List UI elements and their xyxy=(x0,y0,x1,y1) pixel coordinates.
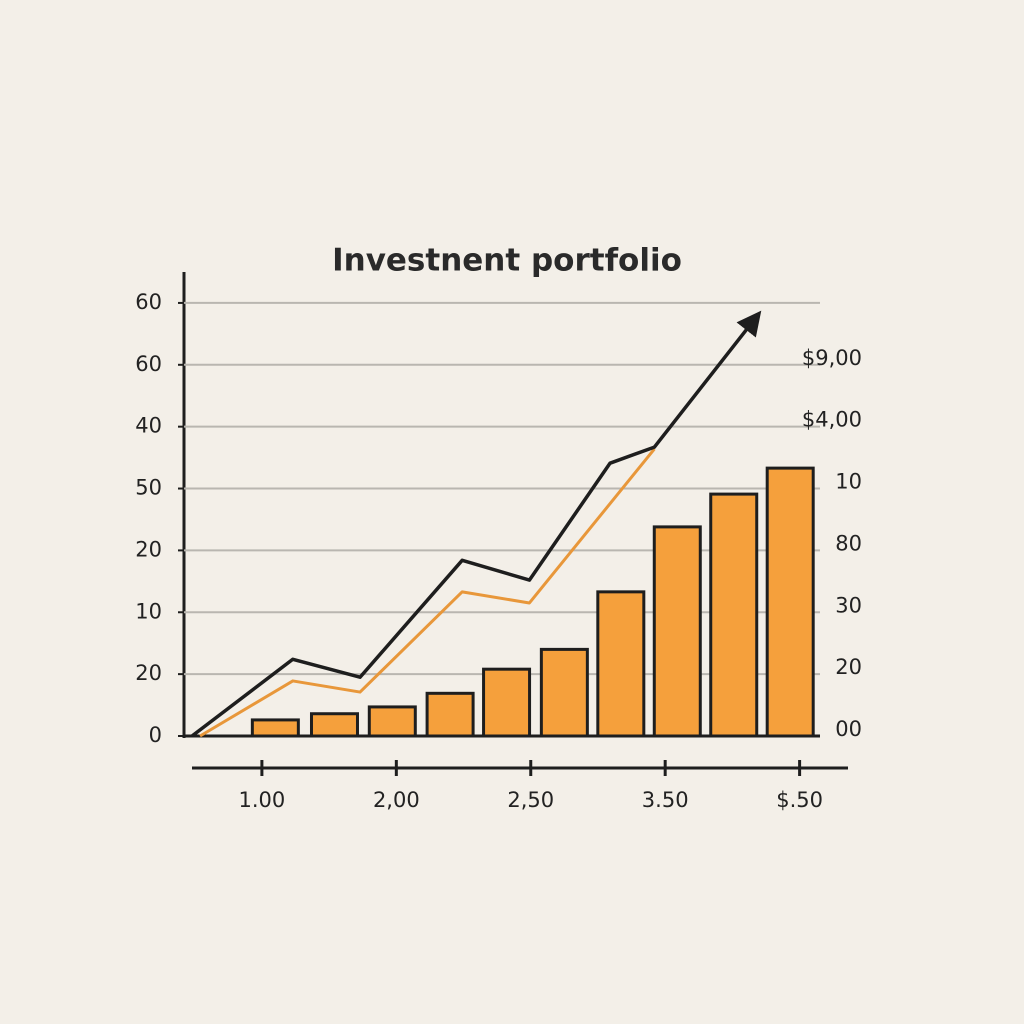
y2-tick-label: 30 xyxy=(835,593,862,617)
y-tick-label: 50 xyxy=(135,476,162,500)
bar xyxy=(596,590,646,738)
bar xyxy=(539,647,589,738)
bar xyxy=(482,667,532,738)
bar xyxy=(709,492,759,738)
x-tick-label: $.50 xyxy=(776,788,823,812)
bar xyxy=(250,718,300,738)
y2-tick-label: 10 xyxy=(835,470,862,494)
x-tick-label: 2,00 xyxy=(373,788,420,812)
y-tick-label: 20 xyxy=(135,537,162,561)
line xyxy=(199,447,656,738)
y-tick-label: 60 xyxy=(135,352,162,376)
x-tick-label: 1.00 xyxy=(239,788,286,812)
x-tick-label: 2,50 xyxy=(507,788,554,812)
x-tick-label: 3.50 xyxy=(642,788,689,812)
bar xyxy=(652,525,702,738)
bar xyxy=(367,705,417,738)
line xyxy=(190,310,762,738)
bar xyxy=(425,691,475,738)
y2-tick-label: 20 xyxy=(835,655,862,679)
bar xyxy=(765,466,815,738)
y2-tick-label: $9,00 xyxy=(802,346,862,370)
bar xyxy=(309,712,359,738)
y-tick-label: 10 xyxy=(135,599,162,623)
y2-tick-label: 80 xyxy=(835,531,862,555)
y-tick-label: 60 xyxy=(135,290,162,314)
y-tick-label: 0 xyxy=(149,723,162,747)
y2-tick-label: $4,00 xyxy=(802,408,862,432)
y-tick-label: 20 xyxy=(135,661,162,685)
chart-title: Investnent portfolio xyxy=(332,243,682,279)
y-tick-label: 40 xyxy=(135,414,162,438)
y2-tick-label: 00 xyxy=(835,717,862,741)
